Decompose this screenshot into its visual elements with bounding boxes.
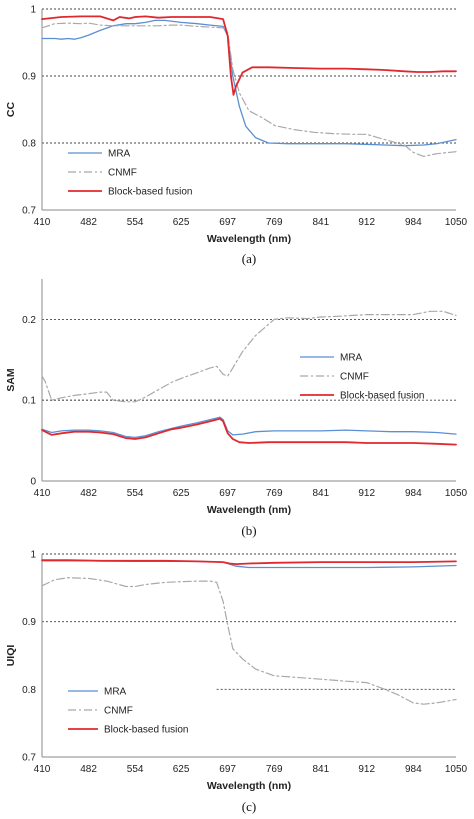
chart-a-y-tick-label: 0.7 <box>22 206 36 217</box>
chart-c-x-tick-label: 554 <box>127 764 144 775</box>
chart-a-series-block-line <box>41 15 457 96</box>
chart-a-x-tick-label: 410 <box>34 217 51 228</box>
chart-a-legend-label-block: Block-based fusion <box>108 187 193 198</box>
chart-b-x-tick-label: 912 <box>358 488 375 499</box>
chart-c-x-tick-label: 482 <box>80 764 97 775</box>
chart-c-x-tick-label: 769 <box>266 764 283 775</box>
chart-a-caption: (a) <box>242 251 256 266</box>
chart-c-y-tick-label: 0.7 <box>22 753 36 764</box>
chart-b-series-cnmf-line <box>41 310 457 403</box>
chart-b-series-block-line <box>41 417 457 446</box>
chart-b-y-tick-label: 0.1 <box>22 396 36 407</box>
chart-c-x-tick-label: 697 <box>219 764 236 775</box>
chart-b-x-tick-label: 841 <box>312 488 329 499</box>
chart-a-legend-label-cnmf: CNMF <box>108 168 137 179</box>
chart-a-legend-label-mra: MRA <box>108 149 131 160</box>
chart-a-x-tick-label: 697 <box>219 217 236 228</box>
chart-a-y-tick-label: 0.9 <box>22 72 36 83</box>
chart-a-x-tick-label: 841 <box>312 217 329 228</box>
chart-c-y-tick-label: 1 <box>30 550 36 561</box>
chart-a-x-tick-label: 625 <box>173 217 190 228</box>
chart-c-y-axis-label: UIQI <box>5 645 17 667</box>
chart-b-y-tick-label: 0.2 <box>22 315 36 326</box>
chart-a-x-tick-label: 984 <box>405 217 422 228</box>
chart-b-y-tick-label: 0 <box>30 477 36 488</box>
chart-c-x-tick-label: 625 <box>173 764 190 775</box>
chart-c-caption: (c) <box>242 799 256 814</box>
chart-b-legend-label-mra: MRA <box>340 353 363 364</box>
chart-c-y-tick-label: 0.9 <box>22 617 36 628</box>
chart-a-y-tick-label: 1 <box>30 5 36 16</box>
chart-c-x-tick-label: 841 <box>312 764 329 775</box>
chart-b-x-tick-label: 1050 <box>445 488 468 499</box>
chart-b-caption: (b) <box>241 523 256 538</box>
chart-a-x-tick-label: 1050 <box>445 217 468 228</box>
chart-c-x-tick-label: 1050 <box>445 764 468 775</box>
chart-c-x-axis-label: Wavelength (nm) <box>207 780 291 792</box>
chart-a-x-axis-label: Wavelength (nm) <box>207 233 291 245</box>
chart-b-x-tick-label: 482 <box>80 488 97 499</box>
chart-c-x-tick-label: 410 <box>34 764 51 775</box>
chart-c-y-tick-label: 0.8 <box>22 685 36 696</box>
chart-a-series-cnmf-line <box>41 22 457 157</box>
chart-a-x-tick-label: 554 <box>127 217 144 228</box>
chart-b-x-tick-label: 554 <box>127 488 144 499</box>
chart-b-x-tick-label: 625 <box>173 488 190 499</box>
chart-a-series-mra-line <box>41 19 457 147</box>
chart-b-series-mra-line <box>41 416 457 439</box>
chart-c-series-block-line <box>41 559 457 565</box>
chart-c-legend-label-block: Block-based fusion <box>104 725 189 736</box>
chart-b-x-axis-label: Wavelength (nm) <box>207 504 291 516</box>
chart-b-y-axis-label: SAM <box>5 368 17 392</box>
chart-b-legend-label-block: Block-based fusion <box>340 391 425 402</box>
chart-b-x-tick-label: 410 <box>34 488 51 499</box>
chart-c-series-cnmf-line <box>41 577 457 705</box>
chart-c-x-tick-label: 912 <box>358 764 375 775</box>
chart-a-y-axis-label: CC <box>5 102 17 118</box>
chart-c-x-tick-label: 984 <box>405 764 422 775</box>
chart-c-legend-label-mra: MRA <box>104 687 127 698</box>
chart-a-x-tick-label: 769 <box>266 217 283 228</box>
chart-c-legend-label-cnmf: CNMF <box>104 706 133 717</box>
chart-b-legend-label-cnmf: CNMF <box>340 372 369 383</box>
chart-b-x-tick-label: 769 <box>266 488 283 499</box>
chart-a-x-tick-label: 482 <box>80 217 97 228</box>
chart-a-y-tick-label: 0.8 <box>22 139 36 150</box>
chart-a-x-tick-label: 912 <box>358 217 375 228</box>
chart-b-x-tick-label: 697 <box>219 488 236 499</box>
chart-b-x-tick-label: 984 <box>405 488 422 499</box>
